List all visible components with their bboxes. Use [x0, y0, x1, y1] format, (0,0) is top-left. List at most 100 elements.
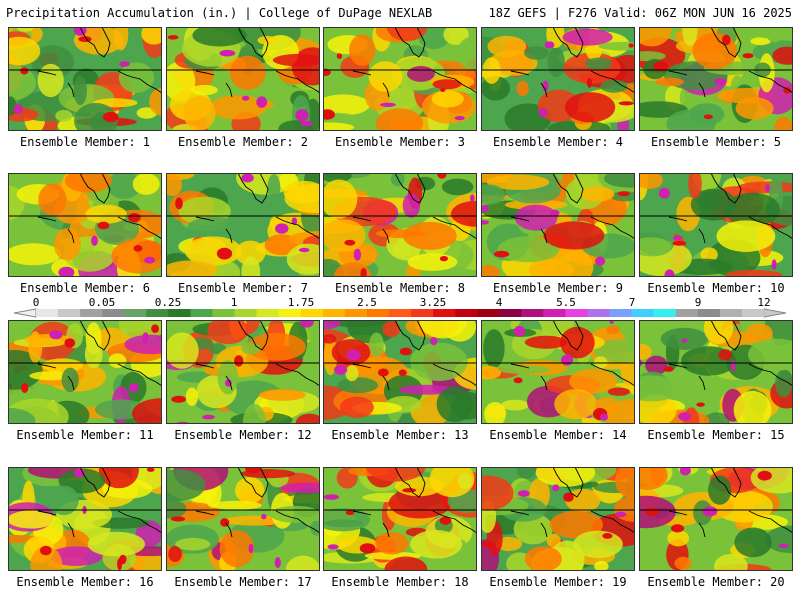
- colorbar-segment: [433, 309, 456, 317]
- header-run-info: 18Z GEFS | F276 Valid: 06Z MON JUN 16 20…: [488, 6, 792, 20]
- colorbar-left-arrow: [13, 308, 37, 318]
- ensemble-member-panel: Ensemble Member: 9: [481, 173, 635, 297]
- colorbar-segment: [411, 309, 434, 317]
- member-caption: Ensemble Member: 7: [177, 281, 309, 295]
- precip-map: [481, 320, 635, 424]
- coastline: [352, 467, 477, 538]
- colorbar-segment: [212, 309, 235, 317]
- precip-map: [639, 467, 793, 571]
- colorbar-segment: [124, 309, 147, 317]
- colorbar-tick-label: 7: [629, 296, 636, 309]
- coastline: [510, 320, 635, 391]
- coastline: [668, 27, 793, 98]
- precip-map: [323, 467, 477, 571]
- coastline: [510, 173, 635, 244]
- precip-map: [323, 27, 477, 131]
- member-caption: Ensemble Member: 2: [177, 135, 309, 149]
- ensemble-member-panel: Ensemble Member: 16: [8, 467, 162, 591]
- ensemble-member-panel: Ensemble Member: 2: [166, 27, 320, 151]
- colorbar-segment: [190, 309, 213, 317]
- member-caption: Ensemble Member: 19: [489, 575, 627, 589]
- member-caption: Ensemble Member: 6: [19, 281, 151, 295]
- precip-map: [166, 27, 320, 131]
- colorbar-segment: [719, 309, 743, 317]
- coastline: [37, 27, 162, 98]
- colorbar-segment: [543, 309, 566, 317]
- coastline: [195, 173, 320, 244]
- colorbar-segment: [609, 309, 632, 317]
- precip-map: [481, 27, 635, 131]
- member-caption: Ensemble Member: 11: [16, 428, 154, 442]
- ensemble-member-panel: Ensemble Member: 4: [481, 27, 635, 151]
- precip-map: [166, 320, 320, 424]
- coastline: [37, 467, 162, 538]
- precip-map: [481, 467, 635, 571]
- ensemble-member-panel: Ensemble Member: 12: [166, 320, 320, 444]
- colorbar-segment: [388, 309, 412, 317]
- precip-map: [639, 320, 793, 424]
- ensemble-member-panel: Ensemble Member: 14: [481, 320, 635, 444]
- colorbar-segment: [146, 309, 169, 317]
- precip-map: [481, 173, 635, 277]
- colorbar-tick-label: 2.5: [357, 296, 377, 309]
- colorbar-tick-label: 0.05: [89, 296, 116, 309]
- coastline: [352, 27, 477, 98]
- colorbar-segment: [631, 309, 654, 317]
- precip-map: [8, 173, 162, 277]
- colorbar-segment: [499, 309, 522, 317]
- member-caption: Ensemble Member: 14: [489, 428, 627, 442]
- coastline: [510, 27, 635, 98]
- coastline: [668, 173, 793, 244]
- colorbar-tick-label: 5.5: [556, 296, 576, 309]
- ensemble-member-panel: Ensemble Member: 5: [639, 27, 793, 151]
- precip-map: [639, 27, 793, 131]
- colorbar-tick-label: 4: [496, 296, 503, 309]
- precip-map: [8, 320, 162, 424]
- colorbar-segment: [697, 309, 721, 317]
- coastline: [37, 173, 162, 244]
- coastline: [195, 27, 320, 98]
- colorbar-right-arrow: [763, 308, 787, 318]
- member-caption: Ensemble Member: 16: [16, 575, 154, 589]
- colorbar-tick-label: 1.75: [288, 296, 315, 309]
- precip-map: [8, 27, 162, 131]
- ensemble-member-panel: Ensemble Member: 18: [323, 467, 477, 591]
- ensemble-member-panel: Ensemble Member: 13: [323, 320, 477, 444]
- precip-map: [639, 173, 793, 277]
- colorbar-tick-label: 12: [757, 296, 770, 309]
- colorbar-segment: [675, 309, 699, 317]
- colorbar-segment: [521, 309, 544, 317]
- ensemble-member-panel: Ensemble Member: 15: [639, 320, 793, 444]
- precip-map: [323, 173, 477, 277]
- ensemble-member-panel: Ensemble Member: 17: [166, 467, 320, 591]
- member-caption: Ensemble Member: 5: [650, 135, 782, 149]
- member-caption: Ensemble Member: 12: [174, 428, 312, 442]
- member-caption: Ensemble Member: 4: [492, 135, 624, 149]
- precip-map: [166, 173, 320, 277]
- colorbar-segment: [58, 309, 81, 317]
- ensemble-member-panel: Ensemble Member: 20: [639, 467, 793, 591]
- colorbar-segment: [322, 309, 346, 317]
- colorbar-segment: [741, 309, 765, 317]
- member-caption: Ensemble Member: 3: [334, 135, 466, 149]
- coastline: [668, 467, 793, 538]
- colorbar-tick-label: 1: [231, 296, 238, 309]
- precip-map: [323, 320, 477, 424]
- ensemble-member-panel: Ensemble Member: 19: [481, 467, 635, 591]
- header-title: Precipitation Accumulation (in.) | Colle…: [6, 6, 433, 20]
- colorbar-segment: [653, 309, 677, 317]
- colorbar-tick-label: 0: [33, 296, 40, 309]
- colorbar-segment: [366, 309, 390, 317]
- member-caption: Ensemble Member: 8: [334, 281, 466, 295]
- coastline: [195, 320, 320, 391]
- member-caption: Ensemble Member: 9: [492, 281, 624, 295]
- colorbar-segment: [587, 309, 610, 317]
- member-caption: Ensemble Member: 18: [331, 575, 469, 589]
- colorbar-segment: [234, 309, 257, 317]
- ensemble-member-panel: Ensemble Member: 8: [323, 173, 477, 297]
- precip-map: [8, 467, 162, 571]
- colorbar-tick-label: 3.25: [420, 296, 447, 309]
- ensemble-member-panel: Ensemble Member: 1: [8, 27, 162, 151]
- member-caption: Ensemble Member: 15: [647, 428, 785, 442]
